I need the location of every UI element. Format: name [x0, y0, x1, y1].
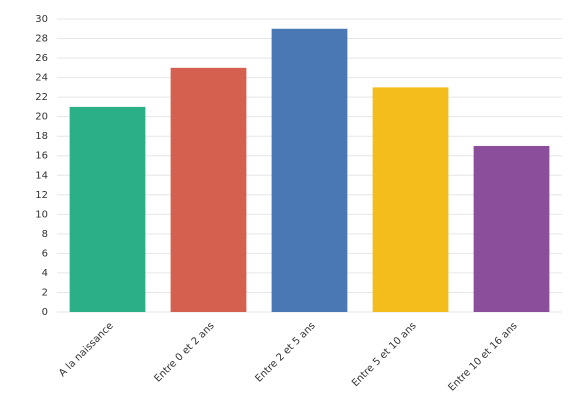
bar	[473, 145, 550, 312]
x-tick-label: Entre 2 et 5 ans	[254, 320, 318, 384]
y-tick-label: 20	[35, 112, 48, 123]
y-tick-label: 28	[35, 34, 48, 45]
y-tick-label: 22	[35, 92, 48, 103]
y-tick-label: 4	[42, 268, 48, 279]
y-tick-label: 26	[35, 53, 48, 64]
y-tick-label: 6	[42, 248, 48, 259]
bar	[170, 67, 247, 312]
x-tick-label: Entre 5 et 10 ans	[350, 320, 419, 389]
bar	[372, 87, 449, 312]
y-tick-label: 0	[42, 307, 48, 318]
y-tick-label: 18	[35, 131, 48, 142]
y-tick-label: 24	[35, 73, 48, 84]
x-tick-label: A la naissance	[57, 320, 116, 379]
x-tick-label: Entre 10 et 16 ans	[447, 320, 520, 393]
bar	[271, 28, 348, 313]
y-tick-label: 12	[35, 190, 48, 201]
y-tick-label: 16	[35, 151, 48, 162]
y-tick-label: 10	[35, 209, 48, 220]
x-tick-label: Entre 0 et 2 ans	[153, 320, 217, 384]
y-tick-label: 8	[42, 229, 48, 240]
y-tick-label: 2	[42, 287, 48, 298]
bar	[69, 106, 146, 313]
y-tick-label: 30	[35, 14, 48, 25]
y-tick-label: 14	[35, 170, 48, 181]
